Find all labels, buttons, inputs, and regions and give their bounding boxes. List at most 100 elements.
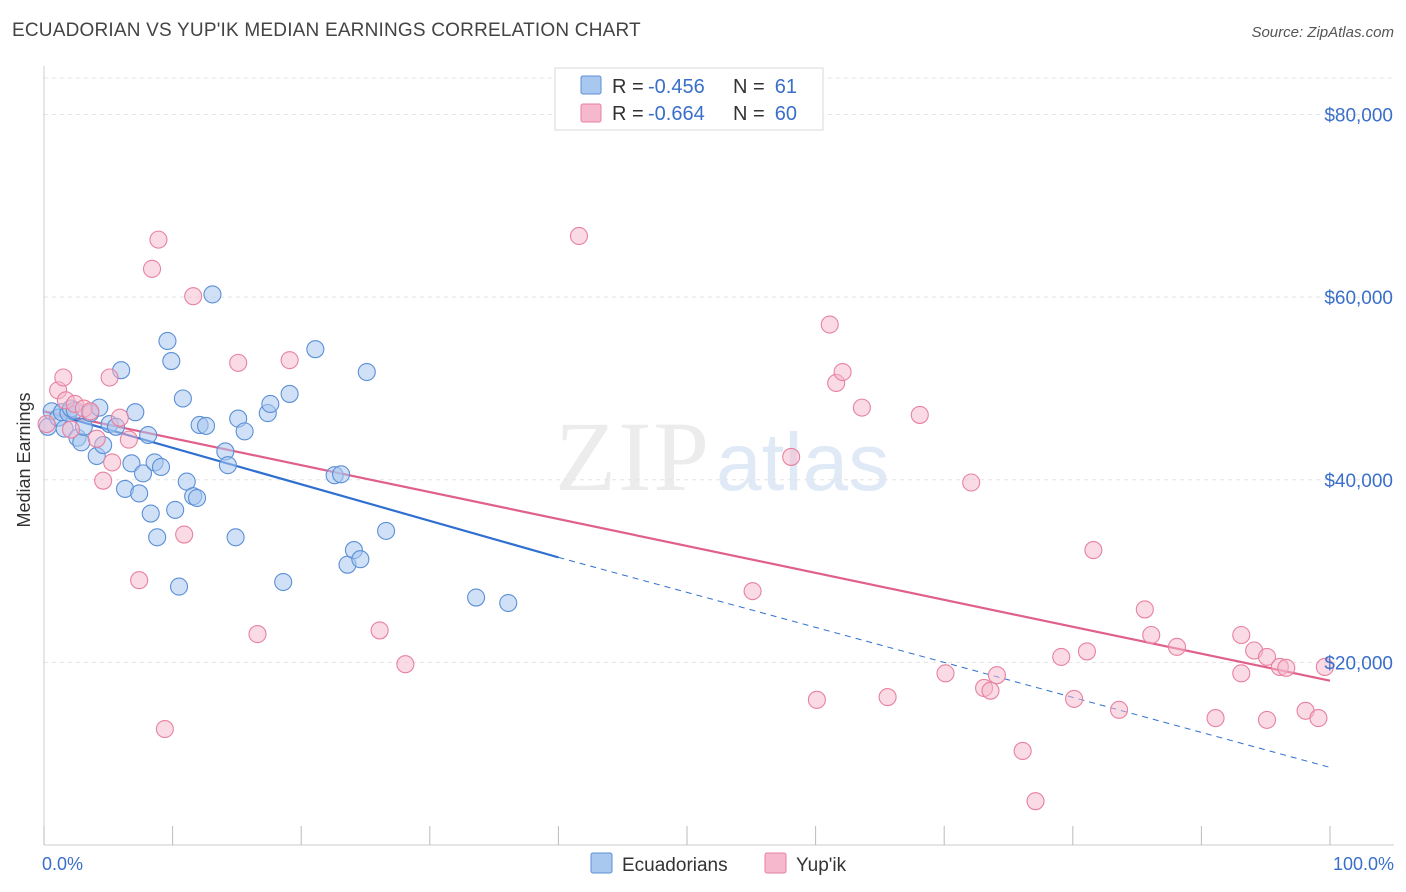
yupik-point: [81, 402, 100, 421]
series-swatch-yupik: [764, 852, 787, 874]
yupik-point: [1232, 664, 1251, 683]
yupik-point: [1110, 700, 1129, 719]
legend-swatch-ecuadorians: [580, 75, 602, 95]
yupik-point: [987, 666, 1006, 685]
yupik-point: [94, 471, 113, 490]
yupik-point: [1167, 637, 1187, 656]
legend-r-label: R =: [612, 76, 644, 98]
ecuadorian-point: [126, 403, 145, 422]
ecuadorian-point: [151, 457, 171, 477]
legend-r-label: R =: [612, 103, 644, 125]
ecuadorian-point: [280, 384, 299, 403]
yupik-point: [110, 408, 129, 427]
legend-row-yupik: R = -0.664 N = 60: [580, 103, 797, 125]
legend-n-value: 61: [775, 76, 797, 98]
legend-r-value: -0.456: [648, 76, 705, 98]
legend-n-label: N =: [733, 103, 765, 125]
yupik-point: [1013, 741, 1032, 761]
yupik-point: [248, 625, 267, 644]
yupik-point: [61, 420, 81, 439]
yupik-point: [1257, 710, 1277, 729]
series-swatch-ecuadorians: [590, 852, 613, 874]
yupik-point: [100, 368, 119, 387]
yupik-point: [103, 453, 122, 472]
yupik-point: [910, 405, 929, 424]
yupik-point: [1206, 709, 1225, 728]
yupik-point: [833, 362, 852, 382]
yupik-point: [743, 582, 762, 601]
yupik-point: [142, 259, 162, 278]
yupik-point: [807, 690, 826, 709]
y-tick-labels: $20,000 $40,000 $60,000 $80,000: [1324, 106, 1393, 675]
yupik-point: [936, 664, 955, 683]
series-label-yupik: Yup'ik: [796, 855, 847, 876]
ecuadorian-point: [187, 488, 207, 508]
yupik-point: [1065, 689, 1084, 708]
legend-swatch-yupik: [580, 103, 602, 123]
yupik-point: [1084, 541, 1103, 560]
yupik-point: [184, 287, 203, 306]
yupik-point: [229, 353, 248, 372]
yupik-point: [820, 315, 839, 334]
yupik-point: [87, 429, 106, 448]
ecuadorian-point: [306, 340, 325, 359]
source-label: Source: ZipAtlas.com: [1251, 24, 1394, 41]
ecuadorian-point: [196, 416, 216, 435]
legend-n-label: N =: [733, 76, 765, 98]
ecuadorian-point: [351, 550, 370, 569]
ecuadorian-point: [357, 362, 376, 382]
ecuadorian-point: [235, 422, 254, 441]
yupik-point: [149, 230, 168, 249]
legend-row-ecuadorians: R = -0.456 N = 61: [580, 75, 797, 98]
ecuadorian-point: [141, 504, 160, 523]
legend-r-value: -0.664: [648, 103, 705, 125]
ecuadorian-point: [166, 500, 185, 519]
yupik-point: [54, 368, 73, 387]
ecuadorian-point: [261, 394, 280, 414]
yupik-point: [1026, 792, 1045, 811]
ecuadorian-point: [218, 456, 237, 475]
yupik-point: [1277, 658, 1296, 677]
ecuadorian-point: [139, 425, 158, 445]
yupik-point: [852, 398, 871, 417]
ecuadorian-point: [130, 484, 149, 503]
yupik-point: [130, 571, 149, 590]
gridlines: [44, 77, 1394, 663]
yupik-point: [280, 351, 299, 370]
series-legend: Ecuadorians Yup'ik: [590, 852, 847, 876]
chart-title: ECUADORIAN VS YUP'IK MEDIAN EARNINGS COR…: [12, 20, 641, 41]
ecuadorian-point: [332, 465, 351, 484]
yupik-point: [155, 719, 174, 739]
yupik-point: [1257, 647, 1277, 666]
ecuadorian-points: [38, 285, 518, 613]
ecuadorian-point: [226, 528, 245, 547]
ecuadorian-trend-extension: [558, 556, 1331, 768]
yupik-point: [962, 473, 981, 492]
yupik-trend-line: [43, 410, 1331, 682]
legend-n-value: 60: [775, 103, 797, 125]
yupik-point: [569, 226, 589, 246]
y-axis-title: Median Earnings: [14, 392, 34, 527]
watermark-zip: ZIP: [555, 401, 711, 512]
axes: [43, 66, 1394, 846]
y-tick-label: $60,000: [1324, 288, 1393, 309]
yupik-point: [370, 621, 389, 640]
yupik-point: [1232, 625, 1251, 645]
ecuadorian-point: [377, 521, 396, 540]
watermark-atlas: atlas: [716, 417, 889, 508]
ecuadorian-point: [203, 285, 222, 304]
y-tick-label: $40,000: [1324, 471, 1393, 492]
yupik-point: [396, 655, 415, 674]
yupik-point: [175, 525, 194, 544]
correlation-legend: R = -0.456 N = 61 R = -0.664 N = 60: [554, 67, 824, 131]
ecuadorian-point: [122, 454, 141, 473]
yupik-point: [1135, 600, 1154, 619]
yupik-points: [37, 226, 1334, 811]
yupik-point: [1309, 709, 1328, 728]
yupik-point: [119, 430, 138, 449]
series-label-ecuadorians: Ecuadorians: [622, 855, 728, 876]
ecuadorian-point: [169, 577, 189, 596]
watermark: ZIP atlas: [555, 401, 889, 512]
y-tick-label: $80,000: [1324, 106, 1393, 127]
